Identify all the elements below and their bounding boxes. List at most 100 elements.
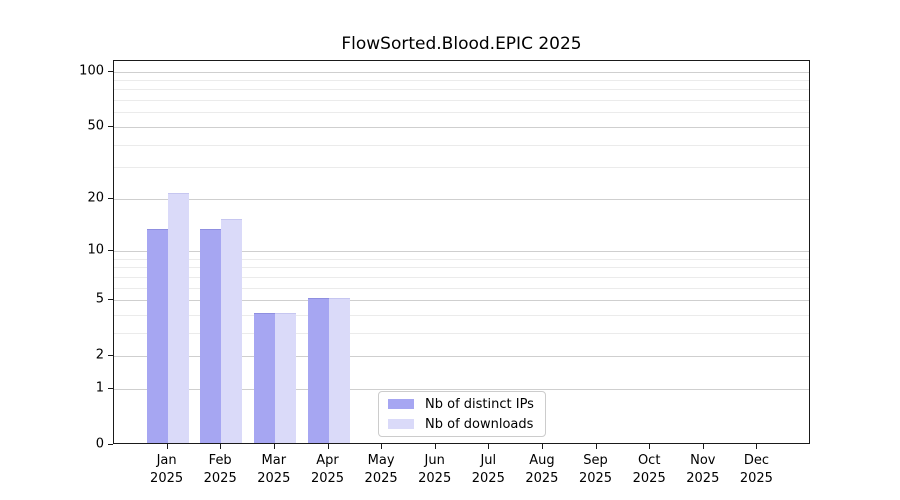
gridline-minor-3 xyxy=(114,332,809,334)
month-label: May xyxy=(367,453,395,468)
x-tick-label-jan: Jan 2025 xyxy=(132,452,202,487)
legend-swatch-icon xyxy=(388,399,414,409)
x-tick-label-nov: Nov 2025 xyxy=(668,452,738,487)
legend-entry-distinct-ips: Nb of distinct IPs xyxy=(388,397,545,412)
year-label: 2025 xyxy=(310,470,345,486)
bar-feb-distinct-ips xyxy=(200,229,222,443)
x-tick-label-aug: Aug 2025 xyxy=(507,452,577,487)
gridline-minor-8 xyxy=(114,267,809,269)
x-tick-label-dec: Dec 2025 xyxy=(721,452,791,487)
x-tick-label-mar: Mar 2025 xyxy=(239,452,309,487)
month-label: Oct xyxy=(637,453,661,468)
month-label: Jan xyxy=(156,453,177,468)
x-tick-mark xyxy=(166,444,168,449)
x-tick-label-sep: Sep 2025 xyxy=(561,452,631,487)
x-tick-mark xyxy=(327,444,329,449)
gridline-minor-7 xyxy=(114,276,809,278)
month-label: Mar xyxy=(261,453,287,468)
y-tick-label-5: 5 xyxy=(95,291,104,307)
y-tick-label-1: 1 xyxy=(95,380,104,396)
gridline-major-5 xyxy=(114,300,809,301)
x-tick-label-feb: Feb 2025 xyxy=(185,452,255,487)
month-label: Jun xyxy=(424,453,445,468)
gridline-major-10 xyxy=(114,250,809,252)
year-label: 2025 xyxy=(364,470,398,486)
x-tick-label-jul: Jul 2025 xyxy=(453,452,523,487)
month-label: Sep xyxy=(583,453,608,468)
gridline-minor-40 xyxy=(114,144,809,146)
y-tick-label-0: 0 xyxy=(95,436,104,452)
bar-feb-downloads xyxy=(221,218,243,443)
gridline-minor-60 xyxy=(114,112,809,114)
y-tick-label-10: 10 xyxy=(87,242,104,258)
y-tick-label-2: 2 xyxy=(95,347,104,363)
y-tick-label-20: 20 xyxy=(87,190,104,206)
gridline-major-2 xyxy=(114,356,809,358)
year-label: 2025 xyxy=(418,470,452,486)
gridline-minor-80 xyxy=(114,89,809,91)
year-label: 2025 xyxy=(257,470,291,486)
y-tick-mark xyxy=(108,125,113,127)
month-label: Jul xyxy=(480,453,497,468)
y-tick-mark xyxy=(108,387,113,389)
x-tick-mark xyxy=(649,444,651,449)
plot-area: Nb of distinct IPs Nb of downloads xyxy=(113,60,810,444)
y-tick-mark xyxy=(108,355,113,357)
x-tick-label-jun: Jun 2025 xyxy=(400,452,470,487)
legend-swatch-icon xyxy=(388,419,414,429)
legend-label: Nb of downloads xyxy=(425,416,534,432)
x-tick-label-apr: Apr 2025 xyxy=(293,452,363,487)
y-tick-mark xyxy=(108,70,113,72)
year-label: 2025 xyxy=(739,470,773,486)
y-tick-mark xyxy=(108,249,113,251)
gridline-minor-30 xyxy=(114,167,809,169)
y-tick-label-100: 100 xyxy=(79,63,104,78)
x-tick-mark xyxy=(541,444,543,449)
year-label: 2025 xyxy=(578,470,613,486)
x-tick-label-oct: Oct 2025 xyxy=(614,452,684,487)
y-tick-mark xyxy=(108,299,113,300)
year-label: 2025 xyxy=(632,470,666,486)
x-tick-mark xyxy=(702,444,704,449)
y-tick-label-50: 50 xyxy=(87,118,104,134)
legend: Nb of distinct IPs Nb of downloads xyxy=(378,391,546,437)
gridline-major-50 xyxy=(114,126,809,128)
gridline-minor-9 xyxy=(114,258,809,260)
year-label: 2025 xyxy=(525,470,559,486)
gridline-minor-4 xyxy=(114,314,809,316)
gridline-major-1 xyxy=(114,388,809,390)
x-tick-mark xyxy=(220,444,222,449)
chart-title: FlowSorted.Blood.EPIC 2025 xyxy=(341,34,582,54)
month-label: Feb xyxy=(208,453,232,468)
bar-mar-downloads xyxy=(274,312,296,443)
x-tick-mark xyxy=(434,444,436,449)
y-tick-mark xyxy=(108,444,113,445)
x-tick-mark xyxy=(756,444,758,449)
x-tick-mark xyxy=(381,444,383,449)
gridline-minor-6 xyxy=(114,287,809,289)
year-label: 2025 xyxy=(150,470,184,486)
gridline-minor-70 xyxy=(114,100,809,101)
bar-jan-distinct-ips xyxy=(146,229,168,443)
bar-apr-downloads xyxy=(328,298,350,443)
y-tick-mark xyxy=(108,197,113,199)
gridline-major-100 xyxy=(114,71,809,73)
x-tick-mark xyxy=(595,444,597,449)
x-tick-mark xyxy=(488,444,490,449)
gridline-major-20 xyxy=(114,198,809,200)
bar-jan-downloads xyxy=(167,192,189,443)
month-label: Apr xyxy=(316,453,339,468)
x-tick-label-may: May 2025 xyxy=(346,452,416,487)
year-label: 2025 xyxy=(471,470,505,486)
year-label: 2025 xyxy=(686,470,720,486)
bar-mar-distinct-ips xyxy=(253,312,275,443)
month-label: Nov xyxy=(690,453,716,468)
month-label: Aug xyxy=(529,453,555,468)
month-label: Dec xyxy=(743,453,769,468)
bar-apr-distinct-ips xyxy=(307,298,329,443)
legend-entry-downloads: Nb of downloads xyxy=(388,417,545,432)
legend-label: Nb of distinct IPs xyxy=(425,396,534,412)
year-label: 2025 xyxy=(203,470,237,486)
x-tick-mark xyxy=(273,444,275,449)
